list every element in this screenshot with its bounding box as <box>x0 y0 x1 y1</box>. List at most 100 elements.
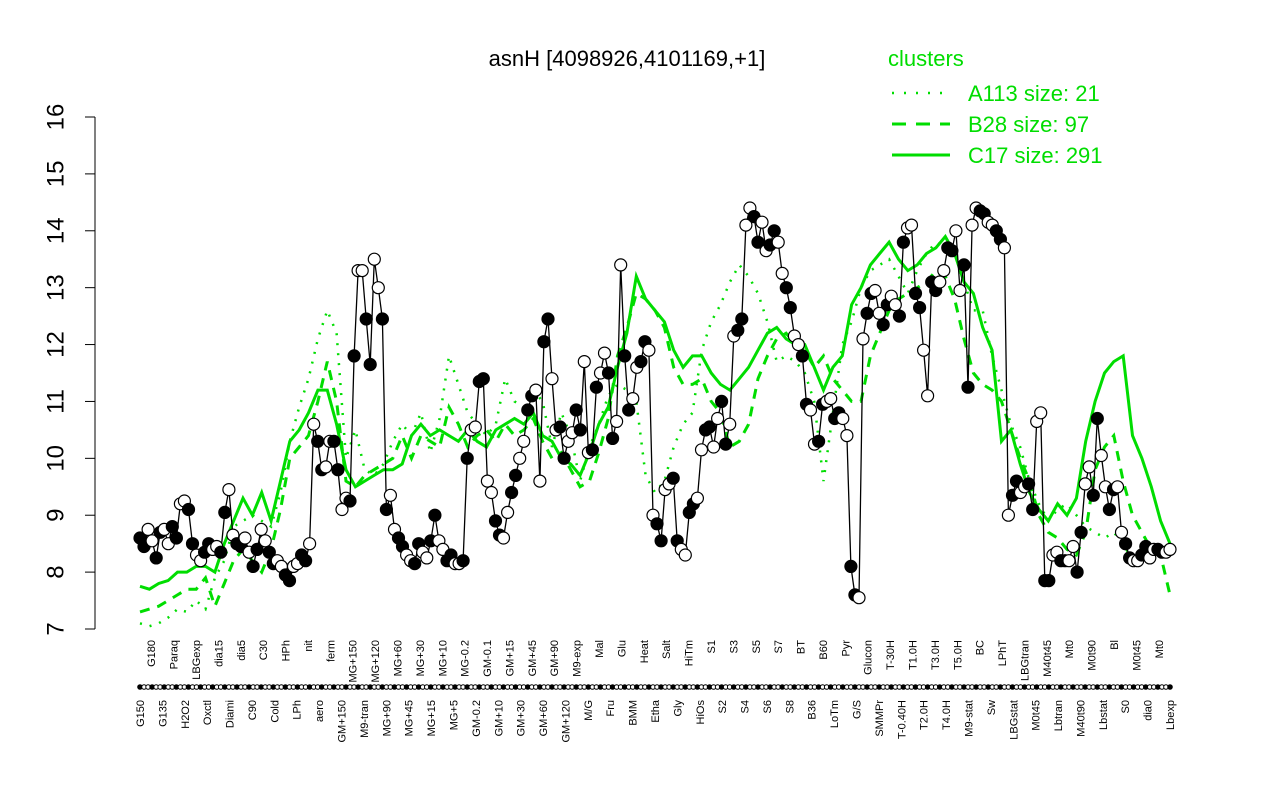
x-tick-label: Diami <box>225 700 237 728</box>
y-tick-label: 12 <box>42 331 69 358</box>
data-point <box>957 258 971 272</box>
data-point <box>379 502 393 517</box>
data-point <box>714 394 729 408</box>
data-point <box>367 252 381 266</box>
data-point <box>783 301 797 315</box>
legend-entry-label: C17 size: 291 <box>968 143 1103 168</box>
data-point <box>852 591 866 605</box>
data-point <box>508 468 523 482</box>
data-point <box>222 483 236 497</box>
x-tick-label: Mt0 <box>1064 640 1076 658</box>
data-point <box>710 411 725 426</box>
data-point <box>614 258 628 272</box>
x-tick-label: C30 <box>258 640 270 660</box>
data-point <box>347 349 361 363</box>
x-tick-label: HiTm <box>684 640 696 666</box>
data-point <box>896 235 911 249</box>
data-point <box>375 312 389 326</box>
x-tick-label: GM+45 <box>527 640 539 676</box>
x-tick-label: BT <box>796 640 808 654</box>
x-tick-label: SMMPr <box>874 700 886 737</box>
x-tick-label: GM+10 <box>493 700 505 736</box>
x-tick-label: MG+120 <box>370 640 382 683</box>
x-tick-label: M9-exp <box>572 640 584 677</box>
x-tick-label: LPhT <box>997 640 1009 667</box>
x-tick-label: G150 <box>135 700 147 727</box>
x-tick-label: B36 <box>807 700 819 720</box>
data-point <box>690 491 705 505</box>
data-point <box>484 485 498 500</box>
data-point <box>634 355 648 369</box>
x-tick-label: BC <box>975 640 987 655</box>
data-point <box>694 443 709 457</box>
data-point <box>912 301 927 315</box>
data-point <box>755 215 769 229</box>
x-tick-label: M0t45 <box>1031 700 1043 731</box>
x-tick-label: Pyr <box>840 640 852 657</box>
data-point <box>355 264 369 278</box>
x-tick-label: T2.0H <box>919 700 931 730</box>
data-point <box>626 392 640 406</box>
data-point <box>597 346 612 360</box>
x-tick-label: GM+90 <box>549 640 561 676</box>
x-tick-label: M40t45 <box>1042 640 1054 677</box>
data-point <box>811 434 826 448</box>
data-point <box>868 283 882 298</box>
x-tick-label: BMM <box>628 700 640 726</box>
cluster-lines <box>139 233 1172 628</box>
x-tick-label: T-0.40H <box>896 700 908 739</box>
data-point <box>480 474 494 488</box>
y-tick-label: 11 <box>42 389 69 414</box>
data-point <box>141 522 155 537</box>
x-tick-label: GM+30 <box>516 700 528 736</box>
data-point <box>319 460 333 474</box>
x-tick-label: LoTm <box>829 700 841 728</box>
x-tick-label: S0 <box>1120 700 1132 713</box>
data-point <box>299 554 313 568</box>
data-point <box>771 235 785 249</box>
data-point <box>383 488 397 502</box>
data-point <box>529 383 543 397</box>
data-point <box>719 437 733 451</box>
data-point <box>149 551 163 565</box>
x-tick-label: G/S <box>852 700 864 719</box>
data-point <box>1090 411 1104 426</box>
legend-entry-label: B28 size: 97 <box>968 112 1089 137</box>
x-tick-label: Glu <box>616 640 628 657</box>
x-tick-label: GM+120 <box>560 700 572 743</box>
data-point <box>517 434 531 448</box>
data-point <box>601 366 616 380</box>
data-point <box>933 275 947 289</box>
x-tick-label: MG+5 <box>448 700 460 730</box>
x-tick-label: Oxctl <box>202 700 214 725</box>
data-point <box>779 281 793 295</box>
x-tick-label: GM+60 <box>538 700 550 736</box>
data-point <box>916 343 931 357</box>
data-point <box>702 420 717 434</box>
data-point <box>751 235 765 249</box>
data-point <box>327 434 341 448</box>
data-point <box>505 485 519 500</box>
x-tick-label: C90 <box>247 700 259 720</box>
x-tick-label: GM+150 <box>337 700 349 743</box>
data-point <box>1078 477 1092 491</box>
data-point <box>654 534 668 548</box>
data-point <box>1118 537 1133 551</box>
data-point <box>872 306 886 320</box>
x-tick-label: G180 <box>146 640 158 667</box>
data-point <box>1102 502 1117 517</box>
data-point <box>1074 525 1088 539</box>
data-point <box>1094 448 1108 463</box>
x-tick-label: Salt <box>661 640 673 659</box>
data-point <box>642 343 656 357</box>
data-point <box>468 420 482 434</box>
x-axis: G150 G180 G135 Paraq H2O2 LBGexp Oxctl dia15 Dia… <box>135 640 1177 743</box>
data-point <box>1001 508 1016 522</box>
x-tick-label: MG+15 <box>426 700 438 736</box>
data-point <box>246 559 260 574</box>
data-point <box>557 451 571 465</box>
x-tick-label: Mal <box>594 640 606 658</box>
y-tick-label: 16 <box>42 104 69 131</box>
